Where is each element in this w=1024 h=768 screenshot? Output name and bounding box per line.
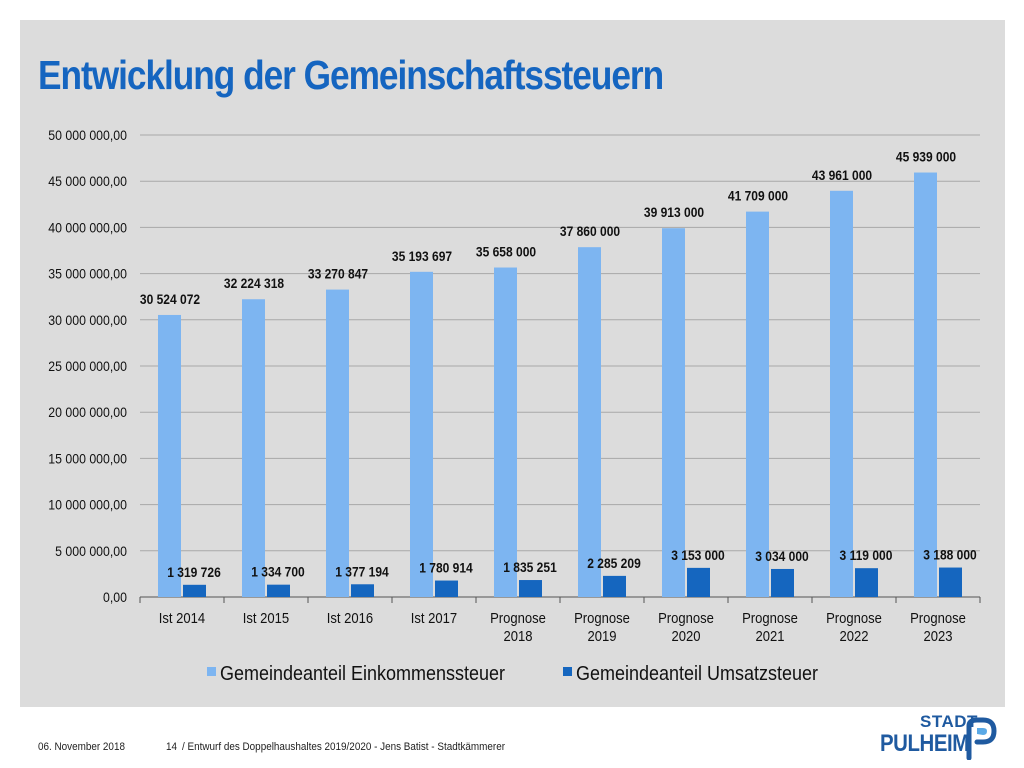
footer-text: / Entwurf des Doppelhaushaltes 2019/2020… xyxy=(182,741,506,753)
x-tick-label: Prognose xyxy=(910,610,966,626)
data-label-umsatzsteuer: 2 285 209 xyxy=(587,555,641,571)
x-tick-label: Ist 2016 xyxy=(327,610,374,626)
bar-einkommenssteuer xyxy=(830,190,853,597)
bar-einkommenssteuer xyxy=(746,211,769,598)
city-logo: STADT PULHEIM xyxy=(880,712,1000,762)
data-label-einkommenssteuer: 32 224 318 xyxy=(224,275,284,291)
bar-umsatzsteuer xyxy=(771,568,794,597)
bar-einkommenssteuer xyxy=(242,299,265,597)
logo-text-stadt: STADT xyxy=(920,712,978,731)
y-tick-label: 45 000 000,00 xyxy=(48,173,127,189)
bar-umsatzsteuer xyxy=(855,568,878,597)
data-label-einkommenssteuer: 35 658 000 xyxy=(476,244,536,260)
x-tick-label: Ist 2014 xyxy=(159,610,206,626)
y-tick-label: 25 000 000,00 xyxy=(48,358,127,374)
bar-umsatzsteuer xyxy=(687,567,710,597)
bar-einkommenssteuer xyxy=(326,289,349,597)
data-label-umsatzsteuer: 3 119 000 xyxy=(840,547,893,563)
x-tick-label: Prognose xyxy=(490,610,546,626)
legend-label: Gemeindeanteil Einkommenssteuer xyxy=(220,663,506,685)
data-label-umsatzsteuer: 1 319 726 xyxy=(167,564,221,580)
bar-umsatzsteuer xyxy=(939,567,962,597)
footer-date: 06. November 2018 xyxy=(38,741,125,753)
bar-umsatzsteuer xyxy=(435,580,458,597)
logo-text-pulheim: PULHEIM xyxy=(880,730,969,757)
bar-umsatzsteuer xyxy=(183,584,206,597)
bar-einkommenssteuer xyxy=(410,271,433,597)
bar-umsatzsteuer xyxy=(519,580,542,597)
y-tick-label: 0,00 xyxy=(103,589,127,605)
y-tick-label: 35 000 000,00 xyxy=(48,266,127,282)
x-tick-label: Prognose xyxy=(742,610,798,626)
bar-einkommenssteuer xyxy=(662,228,685,598)
x-tick-label: 2022 xyxy=(839,628,868,644)
data-label-einkommenssteuer: 35 193 697 xyxy=(392,248,452,264)
data-label-umsatzsteuer: 1 334 700 xyxy=(251,564,305,580)
data-label-umsatzsteuer: 3 034 000 xyxy=(755,548,809,564)
pulheim-logo-icon xyxy=(966,717,997,760)
y-tick-label: 20 000 000,00 xyxy=(48,404,127,420)
x-tick-label: 2021 xyxy=(755,628,784,644)
bar-umsatzsteuer xyxy=(603,575,626,597)
legend-swatch xyxy=(563,667,572,676)
x-tick-label: Prognose xyxy=(826,610,882,626)
data-label-einkommenssteuer: 37 860 000 xyxy=(560,223,620,239)
x-tick-label: 2023 xyxy=(923,628,952,644)
footer-page-number: 14 xyxy=(166,741,178,753)
x-tick-label: 2019 xyxy=(587,628,616,644)
x-tick-label: Prognose xyxy=(658,610,714,626)
data-label-umsatzsteuer: 1 780 914 xyxy=(419,560,473,576)
data-label-einkommenssteuer: 45 939 000 xyxy=(896,149,956,165)
x-tick-label: Prognose xyxy=(574,610,630,626)
legend-label: Gemeindeanteil Umsatzsteuer xyxy=(576,663,819,685)
y-tick-label: 5 000 000,00 xyxy=(55,543,127,559)
y-tick-label: 50 000 000,00 xyxy=(48,127,127,143)
data-label-umsatzsteuer: 3 153 000 xyxy=(671,547,725,563)
bar-einkommenssteuer xyxy=(158,314,181,597)
bar-umsatzsteuer xyxy=(351,584,374,597)
data-label-einkommenssteuer: 30 524 072 xyxy=(140,291,200,307)
bar-einkommenssteuer xyxy=(578,247,601,598)
bar-einkommenssteuer xyxy=(494,267,517,597)
bar-einkommenssteuer xyxy=(914,172,937,598)
y-tick-label: 40 000 000,00 xyxy=(48,220,127,236)
x-tick-label: Ist 2015 xyxy=(243,610,290,626)
legend-swatch xyxy=(207,667,216,676)
y-tick-label: 10 000 000,00 xyxy=(48,497,127,513)
x-tick-label: 2018 xyxy=(503,628,532,644)
x-tick-label: 2020 xyxy=(671,628,700,644)
data-label-einkommenssteuer: 43 961 000 xyxy=(812,167,872,183)
x-tick-label: Ist 2017 xyxy=(411,610,457,626)
data-label-einkommenssteuer: 39 913 000 xyxy=(644,204,704,220)
bar-umsatzsteuer xyxy=(267,584,290,597)
data-label-umsatzsteuer: 1 835 251 xyxy=(503,559,557,575)
data-label-einkommenssteuer: 33 270 847 xyxy=(308,266,368,282)
data-label-einkommenssteuer: 41 709 000 xyxy=(728,188,788,204)
y-tick-label: 15 000 000,00 xyxy=(48,451,127,467)
y-tick-label: 30 000 000,00 xyxy=(48,312,127,328)
data-label-umsatzsteuer: 3 188 000 xyxy=(923,547,977,563)
data-label-umsatzsteuer: 1 377 194 xyxy=(335,563,389,579)
slide-title: Entwicklung der Gemeinschaftssteuern xyxy=(38,52,664,98)
